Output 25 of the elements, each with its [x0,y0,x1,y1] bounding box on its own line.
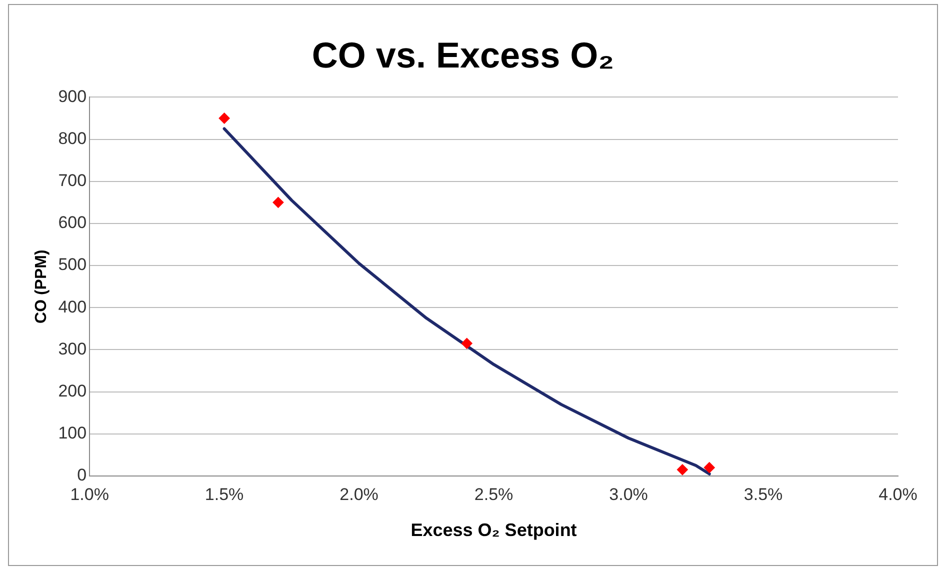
y-tick-label: 0 [77,466,87,485]
y-tick-label: 200 [58,382,87,401]
x-axis-title: Excess O₂ Setpoint [410,520,577,540]
x-tick-label: 1.5% [204,484,244,504]
x-tick-label: 3.0% [609,484,648,504]
point [704,462,715,474]
x-tick-label: 4.0% [878,484,918,504]
y-axis-title: CO (PPM) [33,250,50,324]
x-tick-label: 3.5% [744,484,783,504]
y-tick-label: 600 [58,213,87,232]
y-tick-label: 300 [58,339,87,358]
y-tick-label: 500 [58,255,87,274]
x-tick-label: 1.0% [70,484,109,504]
point [676,464,688,476]
x-tick-label: 2.0% [340,484,378,504]
x-tick-label: 2.5% [474,484,514,504]
y-tick-label: 700 [58,171,87,190]
chart-title: CO vs. Excess O₂ [312,34,614,76]
point [461,338,472,349]
y-tick-label: 400 [58,297,87,316]
point [218,112,230,124]
y-tick-label: 100 [58,424,87,443]
y-tick-label: 900 [58,86,87,106]
y-tick-label: 800 [58,128,87,148]
point [272,196,284,208]
